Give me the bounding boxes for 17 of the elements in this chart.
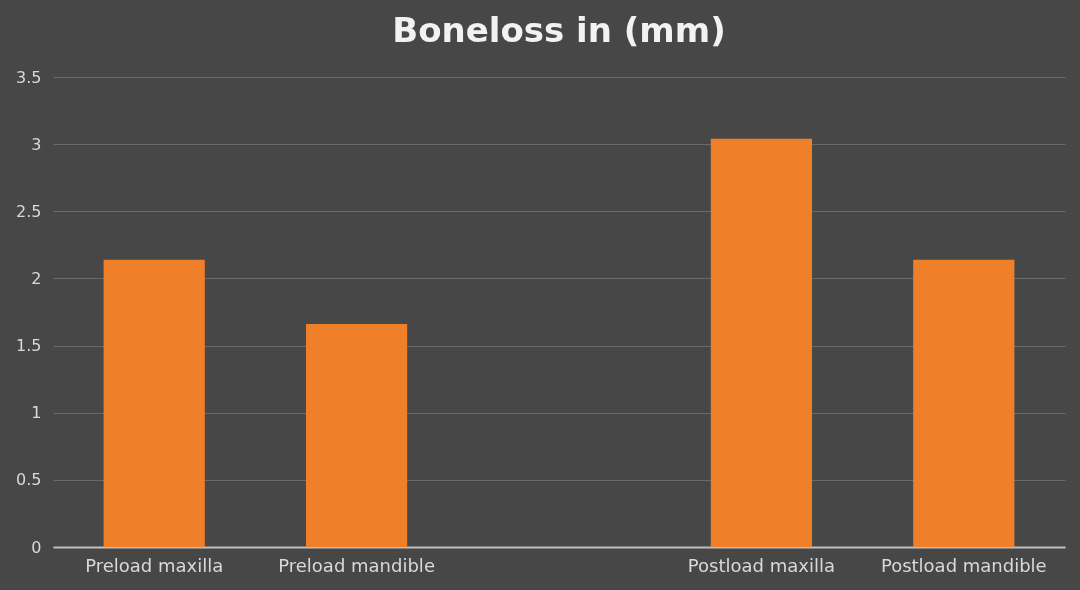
y-tick-label: 2: [31, 268, 42, 288]
x-tick-label: Postload maxilla: [687, 554, 835, 576]
y-tick-label: 2.5: [16, 201, 42, 221]
bar: [913, 259, 1015, 547]
x-tick-label: Preload maxilla: [85, 554, 224, 576]
y-tick-label: 1.5: [16, 336, 42, 356]
x-tick-label: Postload mandible: [880, 554, 1047, 576]
bar: [306, 324, 408, 547]
y-tick-label: 3: [31, 134, 42, 154]
y-tick-label: 1: [31, 403, 42, 423]
y-tick-label: 3.5: [16, 67, 42, 87]
chart-title: Boneloss in (mm): [392, 10, 726, 50]
y-tick-label: 0: [31, 537, 42, 557]
x-tick-label: Preload mandible: [278, 554, 435, 576]
bar: [710, 138, 812, 547]
y-tick-label: 0.5: [16, 470, 42, 490]
bar: [103, 259, 205, 547]
